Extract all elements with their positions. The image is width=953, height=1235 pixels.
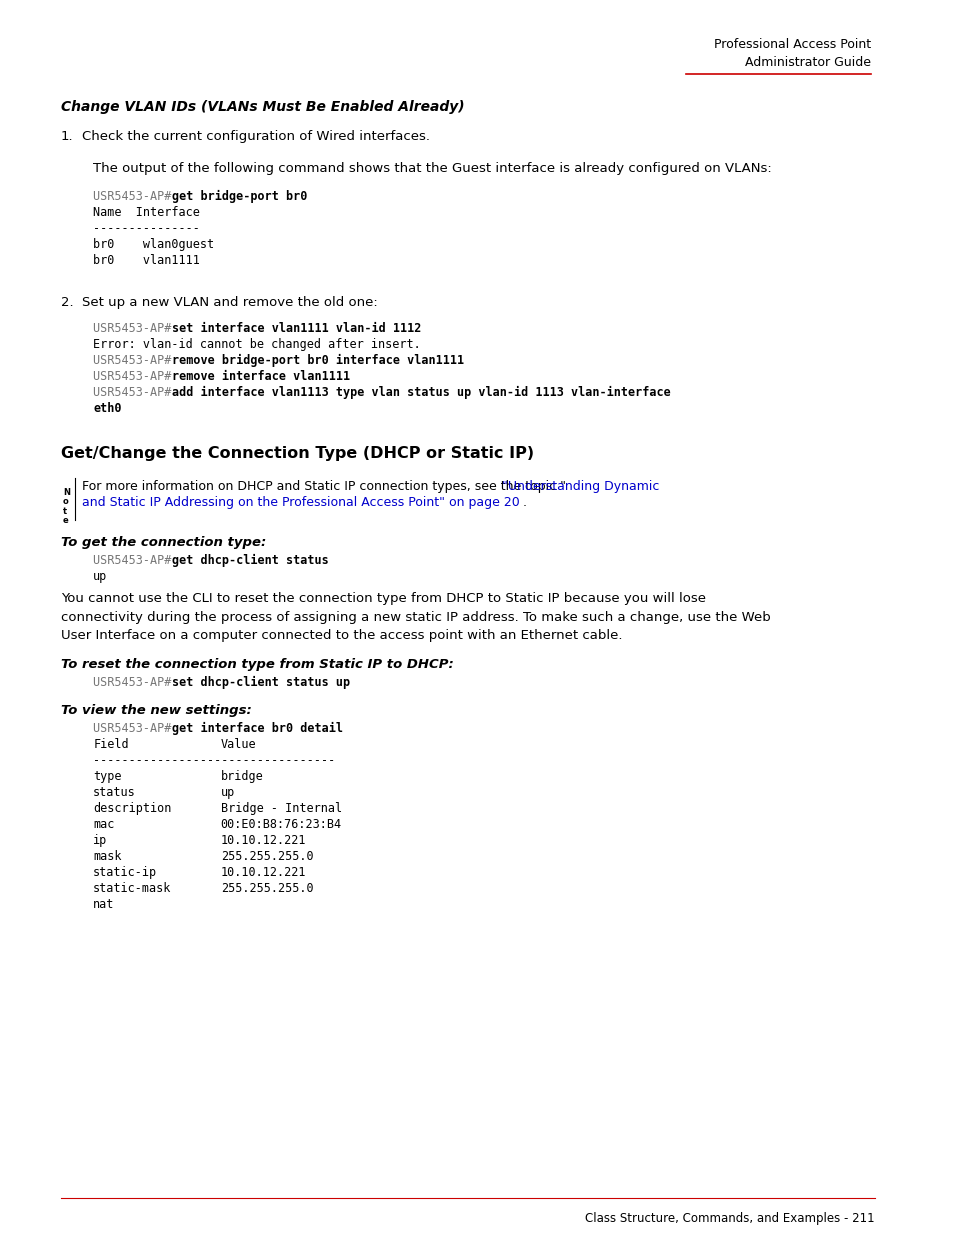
Text: USR5453-AP#: USR5453-AP# [93, 354, 178, 367]
Text: type: type [93, 769, 122, 783]
Text: Professional Access Point: Professional Access Point [713, 38, 870, 51]
Text: status: status [93, 785, 135, 799]
Text: set interface vlan1111 vlan-id 1112: set interface vlan1111 vlan-id 1112 [172, 322, 420, 335]
Text: bridge: bridge [220, 769, 263, 783]
Text: 255.255.255.0: 255.255.255.0 [220, 850, 313, 863]
Text: ---------------: --------------- [93, 222, 200, 235]
Text: mac: mac [93, 818, 114, 831]
Text: get interface br0 detail: get interface br0 detail [172, 722, 342, 735]
Text: USR5453-AP#: USR5453-AP# [93, 387, 178, 399]
Text: .: . [522, 496, 526, 509]
Text: USR5453-AP#: USR5453-AP# [93, 322, 178, 335]
Text: Set up a new VLAN and remove the old one:: Set up a new VLAN and remove the old one… [82, 296, 377, 309]
Text: To reset the connection type from Static IP to DHCP:: To reset the connection type from Static… [61, 658, 453, 671]
Text: eth0: eth0 [93, 403, 122, 415]
Text: add interface vlan1113 type vlan status up vlan-id 1113 vlan-interface: add interface vlan1113 type vlan status … [172, 387, 670, 399]
Text: set dhcp-client status up: set dhcp-client status up [172, 676, 350, 689]
Text: and Static IP Addressing on the Professional Access Point" on page 20: and Static IP Addressing on the Professi… [82, 496, 519, 509]
Text: 00:E0:B8:76:23:B4: 00:E0:B8:76:23:B4 [220, 818, 341, 831]
Text: get dhcp-client status: get dhcp-client status [172, 555, 328, 567]
Text: remove interface vlan1111: remove interface vlan1111 [172, 370, 350, 383]
Text: Error: vlan-id cannot be changed after insert.: Error: vlan-id cannot be changed after i… [93, 338, 420, 351]
Text: Class Structure, Commands, and Examples - 211: Class Structure, Commands, and Examples … [584, 1212, 874, 1225]
Text: 10.10.12.221: 10.10.12.221 [220, 866, 306, 879]
Text: USR5453-AP#: USR5453-AP# [93, 676, 178, 689]
Text: Administrator Guide: Administrator Guide [744, 56, 870, 69]
Text: Get/Change the Connection Type (DHCP or Static IP): Get/Change the Connection Type (DHCP or … [61, 446, 534, 461]
Text: Check the current configuration of Wired interfaces.: Check the current configuration of Wired… [82, 130, 430, 143]
Text: USR5453-AP#: USR5453-AP# [93, 190, 178, 203]
Text: ----------------------------------: ---------------------------------- [93, 755, 335, 767]
Text: Bridge - Internal: Bridge - Internal [220, 802, 341, 815]
Text: USR5453-AP#: USR5453-AP# [93, 370, 178, 383]
Text: "Understanding Dynamic: "Understanding Dynamic [501, 480, 659, 493]
Text: static-mask: static-mask [93, 882, 172, 895]
Text: 1.: 1. [61, 130, 73, 143]
Text: The output of the following command shows that the Guest interface is already co: The output of the following command show… [93, 162, 771, 175]
Text: br0    wlan0guest: br0 wlan0guest [93, 238, 214, 251]
Text: remove bridge-port br0 interface vlan1111: remove bridge-port br0 interface vlan111… [172, 354, 463, 367]
Text: For more information on DHCP and Static IP connection types, see the topic ": For more information on DHCP and Static … [82, 480, 566, 493]
Text: ip: ip [93, 834, 108, 847]
Text: USR5453-AP#: USR5453-AP# [93, 722, 178, 735]
Text: description: description [93, 802, 172, 815]
Text: static-ip: static-ip [93, 866, 157, 879]
Text: 255.255.255.0: 255.255.255.0 [220, 882, 313, 895]
Text: 10.10.12.221: 10.10.12.221 [220, 834, 306, 847]
Text: N
o
t
e: N o t e [63, 488, 70, 525]
Text: To view the new settings:: To view the new settings: [61, 704, 252, 718]
Text: To get the connection type:: To get the connection type: [61, 536, 266, 550]
Text: 2.: 2. [61, 296, 73, 309]
Text: Value: Value [220, 739, 256, 751]
Text: You cannot use the CLI to reset the connection type from DHCP to Static IP becau: You cannot use the CLI to reset the conn… [61, 592, 770, 642]
Text: Field: Field [93, 739, 129, 751]
Text: br0    vlan1111: br0 vlan1111 [93, 254, 200, 267]
Text: up: up [93, 571, 108, 583]
Text: Name  Interface: Name Interface [93, 206, 200, 219]
Text: up: up [220, 785, 234, 799]
Text: Change VLAN IDs (VLANs Must Be Enabled Already): Change VLAN IDs (VLANs Must Be Enabled A… [61, 100, 464, 114]
Text: nat: nat [93, 898, 114, 911]
Text: get bridge-port br0: get bridge-port br0 [172, 190, 307, 203]
Text: mask: mask [93, 850, 122, 863]
Text: USR5453-AP#: USR5453-AP# [93, 555, 178, 567]
